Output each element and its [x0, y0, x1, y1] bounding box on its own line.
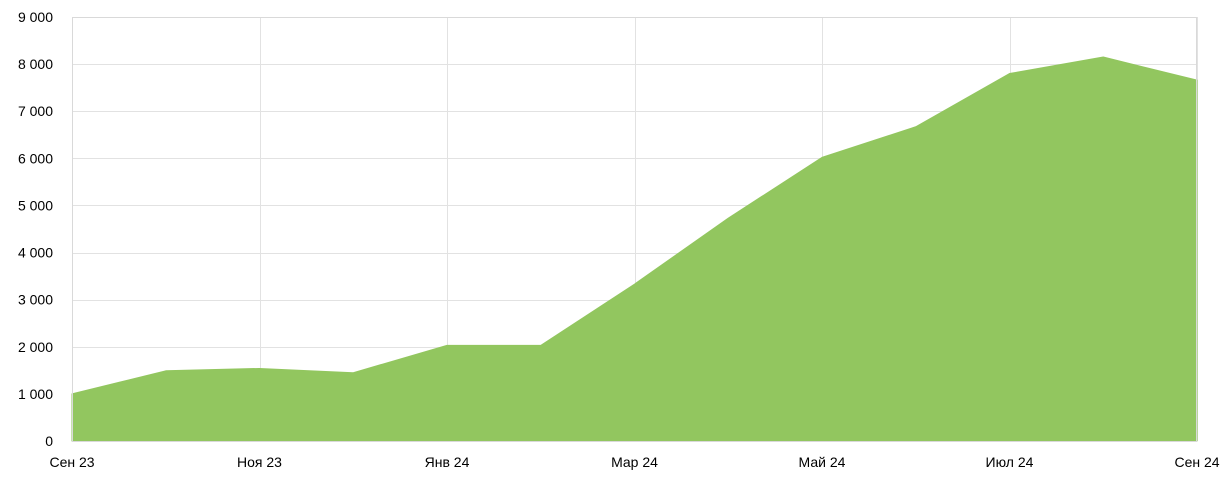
x-tick-label: Ноя 23 [237, 454, 282, 470]
series-area-fill [71, 56, 1198, 442]
y-tick-label: 9 000 [18, 9, 53, 25]
series-area [71, 56, 1198, 442]
x-tick-label: Май 24 [799, 454, 846, 470]
x-tick-label: Янв 24 [425, 454, 470, 470]
y-tick-label: 4 000 [18, 245, 53, 261]
y-tick-label: 5 000 [18, 197, 53, 213]
y-tick-label: 6 000 [18, 150, 53, 166]
x-tick-labels: Сен 23 Ноя 23 Янв 24 Мар 24 Май 24 Июл 24 Сен … [49, 454, 1219, 470]
axes [72, 17, 1197, 442]
x-tick-label: Сен 24 [1174, 454, 1219, 470]
y-tick-labels: 0 1 000 2 000 3 000 4 000 5 000 6 000 7 000 8 00… [18, 9, 53, 449]
x-tick-label: Мар 24 [611, 454, 658, 470]
y-tick-label: 7 000 [18, 103, 53, 119]
y-tick-label: 2 000 [18, 339, 53, 355]
x-tick-label: Июл 24 [986, 454, 1034, 470]
y-tick-label: 8 000 [18, 56, 53, 72]
y-tick-label: 0 [45, 433, 53, 449]
x-tick-label: Сен 23 [49, 454, 94, 470]
y-tick-label: 3 000 [18, 292, 53, 308]
y-tick-label: 1 000 [18, 386, 53, 402]
